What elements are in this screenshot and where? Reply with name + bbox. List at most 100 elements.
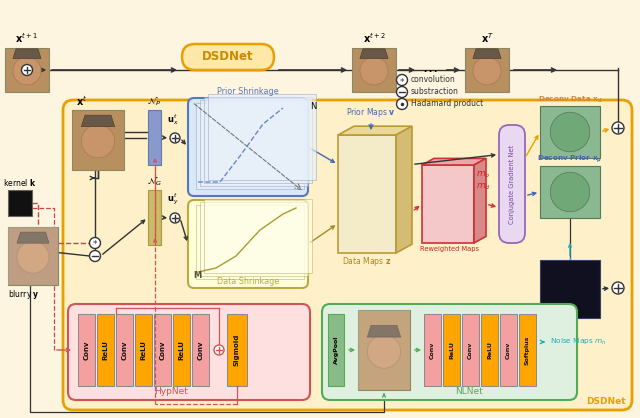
Text: $\mathbf{x}^{t+2}$: $\mathbf{x}^{t+2}$ [362, 31, 385, 45]
Bar [462, 314, 479, 386]
Text: $*$: $*$ [92, 239, 98, 247]
Text: Conv: Conv [122, 340, 127, 360]
Text: ReLU: ReLU [179, 340, 184, 360]
Bar [5, 48, 49, 92]
Bar [443, 314, 460, 386]
Circle shape [81, 125, 115, 158]
Bar [8, 190, 32, 216]
Bar [422, 165, 474, 243]
Bar [424, 314, 441, 386]
FancyBboxPatch shape [188, 98, 308, 196]
Text: NLNet: NLNet [456, 387, 483, 396]
Bar [328, 314, 344, 386]
Text: $\mathbf{M}$: $\mathbf{M}$ [193, 269, 202, 280]
Polygon shape [367, 326, 401, 337]
Bar [196, 205, 304, 279]
Text: Hadamard product: Hadamard product [411, 99, 483, 109]
Text: Prior Maps $\mathbf{v}$: Prior Maps $\mathbf{v}$ [346, 106, 396, 119]
Text: $\mathbf{x}^t$: $\mathbf{x}^t$ [76, 94, 87, 108]
Bar [97, 314, 114, 386]
Text: $\cdots$: $\cdots$ [422, 63, 438, 77]
Bar [208, 94, 316, 180]
Text: Sigmoid: Sigmoid [234, 334, 240, 366]
Polygon shape [422, 158, 486, 165]
Text: N: N [310, 102, 316, 111]
Text: kernel $\mathbf{k}$: kernel $\mathbf{k}$ [3, 177, 36, 188]
Circle shape [170, 133, 180, 143]
Bar [154, 314, 171, 386]
Text: HypNet: HypNet [154, 387, 188, 396]
Text: ReLU: ReLU [449, 341, 454, 359]
Text: Deconv Prior $\mathbf{x_p}$: Deconv Prior $\mathbf{x_p}$ [538, 153, 602, 165]
Bar [540, 260, 600, 318]
Polygon shape [338, 126, 412, 135]
Polygon shape [17, 232, 49, 243]
Polygon shape [13, 49, 41, 59]
Circle shape [397, 87, 408, 97]
Polygon shape [81, 115, 115, 127]
Text: ReLU: ReLU [141, 340, 147, 360]
Text: Conjugate Gradient Net: Conjugate Gradient Net [509, 145, 515, 224]
Text: Conv: Conv [83, 340, 90, 360]
Circle shape [612, 122, 624, 134]
Text: $m_p$: $m_p$ [476, 169, 490, 181]
Text: DSDNet: DSDNet [202, 51, 254, 64]
Text: $m_d$: $m_d$ [476, 182, 491, 192]
Bar [227, 314, 247, 386]
Circle shape [90, 250, 100, 262]
Bar [352, 48, 396, 92]
Text: Data Shrinkage: Data Shrinkage [217, 277, 279, 286]
Text: AvgPool: AvgPool [333, 336, 339, 364]
Circle shape [90, 237, 100, 248]
Text: Deconv Data $\mathbf{x_d}$: Deconv Data $\mathbf{x_d}$ [538, 95, 602, 105]
Text: convolution: convolution [411, 76, 456, 84]
Bar [204, 199, 312, 273]
Text: $*$: $*$ [399, 76, 405, 84]
Bar [72, 110, 124, 170]
Circle shape [214, 345, 224, 355]
Bar [8, 227, 58, 285]
FancyBboxPatch shape [499, 125, 525, 243]
Polygon shape [473, 49, 501, 59]
Bar [116, 314, 133, 386]
Bar [196, 103, 304, 189]
Text: Conv: Conv [198, 340, 204, 360]
Circle shape [397, 99, 408, 110]
FancyBboxPatch shape [63, 100, 632, 410]
Text: Conv: Conv [506, 342, 511, 359]
Circle shape [13, 57, 41, 85]
Text: Reweighted Maps: Reweighted Maps [420, 246, 479, 252]
Circle shape [170, 213, 180, 223]
Bar [358, 310, 410, 390]
Text: Conv: Conv [159, 340, 166, 360]
Text: ReLU: ReLU [487, 341, 492, 359]
Bar [465, 48, 509, 92]
Circle shape [550, 172, 590, 212]
FancyBboxPatch shape [322, 304, 577, 400]
Circle shape [473, 57, 501, 85]
Circle shape [22, 64, 33, 76]
Text: $\mathbf{u}_x^t$: $\mathbf{u}_x^t$ [167, 112, 179, 127]
Text: $\mathcal{N}_G$: $\mathcal{N}_G$ [147, 176, 162, 188]
Bar [481, 314, 498, 386]
Bar [8, 227, 58, 285]
Text: DSDNet: DSDNet [586, 397, 626, 406]
Polygon shape [396, 126, 412, 253]
Text: Conv: Conv [430, 342, 435, 359]
Bar [358, 310, 410, 390]
Circle shape [397, 74, 408, 86]
Bar [204, 97, 312, 183]
Bar [200, 202, 308, 276]
Text: Prior Shrinkage: Prior Shrinkage [217, 87, 279, 96]
Text: $\mathbf{x}^{t+1}$: $\mathbf{x}^{t+1}$ [15, 31, 38, 45]
Circle shape [17, 241, 49, 273]
Text: $\mathcal{N}_P$: $\mathcal{N}_P$ [147, 95, 162, 108]
Bar [540, 166, 600, 218]
Bar [173, 314, 190, 386]
Text: $\mathbf{x}^T$: $\mathbf{x}^T$ [481, 31, 493, 45]
Text: $\mathbf{u}_y^t$: $\mathbf{u}_y^t$ [167, 191, 179, 207]
Text: substraction: substraction [411, 87, 459, 97]
Bar [135, 314, 152, 386]
Polygon shape [474, 158, 486, 243]
Text: Conv: Conv [468, 342, 473, 359]
